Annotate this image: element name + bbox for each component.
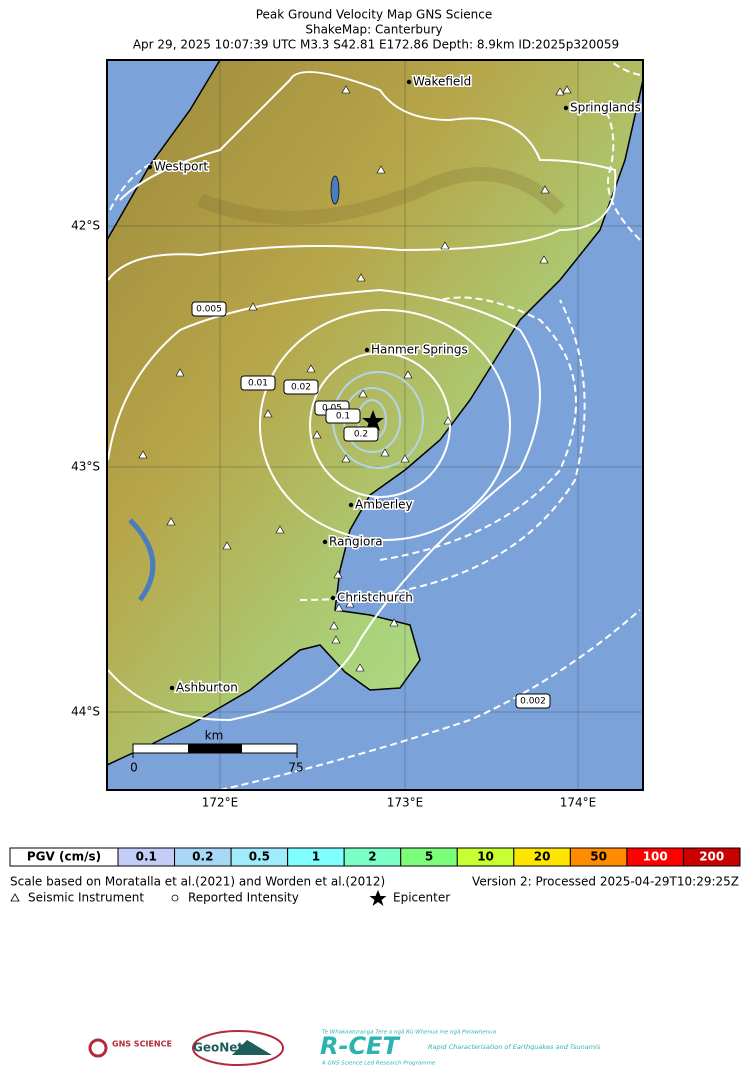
logos: GNS SCIENCE GeoNet Te Whakaaturanga Tere… [88,1030,601,1067]
contour-label-box [191,301,227,317]
contour-label: 0.02 [291,383,311,393]
place-dot [322,539,328,545]
contour-label: 0.01 [248,379,268,389]
place-label: Hanmer Springs [371,343,468,357]
stations [138,85,572,672]
place-label: Wakefield [413,75,471,89]
symbol-intensity: Reported Intensity [188,891,299,905]
place-dot [169,685,175,691]
map: Wakefield Springlands Westport Hanmer Sprin… [107,60,643,790]
rcet-top: Te Whakaaturanga Tere o ngā Rū Whenua me… [322,1030,497,1036]
legend-bin: 100 [643,850,668,864]
scale-start: 0 [130,761,138,775]
subtitle: ShakeMap: Canterbury [305,23,442,37]
legend-bin: 5 [425,850,433,864]
scale-end: 75 [288,761,303,775]
place-dot [330,595,336,601]
geonet-logo: GeoNet [193,1041,243,1055]
contour-label: 0.005 [196,305,222,315]
map-frame [106,59,644,791]
place-label: Ashburton [176,681,238,695]
place-label: Westport [154,160,208,174]
epicenter [362,410,384,431]
legend-bin: 0.2 [192,850,213,864]
legend-bin: 50 [590,850,607,864]
contour-label: 0.002 [520,697,546,707]
gns-logo: GNS SCIENCE [112,1040,172,1049]
contour-label-box [283,379,319,395]
contour-label: 0.1 [336,412,350,422]
place-dot [406,79,412,85]
title: Peak Ground Velocity Map GNS Science [256,8,493,22]
symbol-instrument: Seismic Instrument [28,891,144,905]
contour-label-box [240,375,276,391]
place-dot [364,347,370,353]
legend-bin: 0.1 [136,850,157,864]
rcet-desc: Rapid Characterisation of Earthquakes an… [428,1043,601,1051]
latitude-label: 43°S [71,460,100,474]
legend-bin: 10 [477,850,494,864]
event-details: Apr 29, 2025 10:07:39 UTC M3.3 S42.81 E1… [133,38,619,52]
legend-title: PGV (cm/s) [27,850,101,864]
contour-label: 0.2 [354,430,368,440]
place-dot [147,164,153,170]
longitude-label: 174°E [560,796,597,810]
legend-bin: 1 [312,850,320,864]
latitude-label: 42°S [71,219,100,233]
scale-unit: km [205,729,224,743]
place-label: Christchurch [337,591,413,605]
longitude-label: 173°E [387,796,424,810]
legend-bin: 2 [368,850,376,864]
symbol-epicenter: Epicenter [393,891,450,905]
rcet-bottom: A GNS Science Led Research Programme [321,1061,436,1067]
scale-note: Scale based on Moratalla et al.(2021) an… [10,875,385,889]
scale-bar: km 0 75 [130,729,303,775]
contour-label-box [515,693,551,709]
place-dot [348,502,354,508]
legend-bin: 200 [699,850,724,864]
place-label: Rangiora [329,535,383,549]
version-note: Version 2: Processed 2025-04-29T10:29:25… [472,875,739,889]
latitude-label: 44°S [71,705,100,719]
place-label: Amberley [355,498,413,512]
contour-label-box [325,408,361,424]
legend-swatch [682,847,741,867]
place-dot [563,105,569,111]
legend-bin: 0.5 [249,850,270,864]
contour-label-box [343,426,379,442]
longitude-label: 172°E [202,796,239,810]
legend-bin: 20 [534,850,551,864]
place-label: Springlands [570,101,641,115]
rcet-logo: R-CET [320,1032,400,1060]
